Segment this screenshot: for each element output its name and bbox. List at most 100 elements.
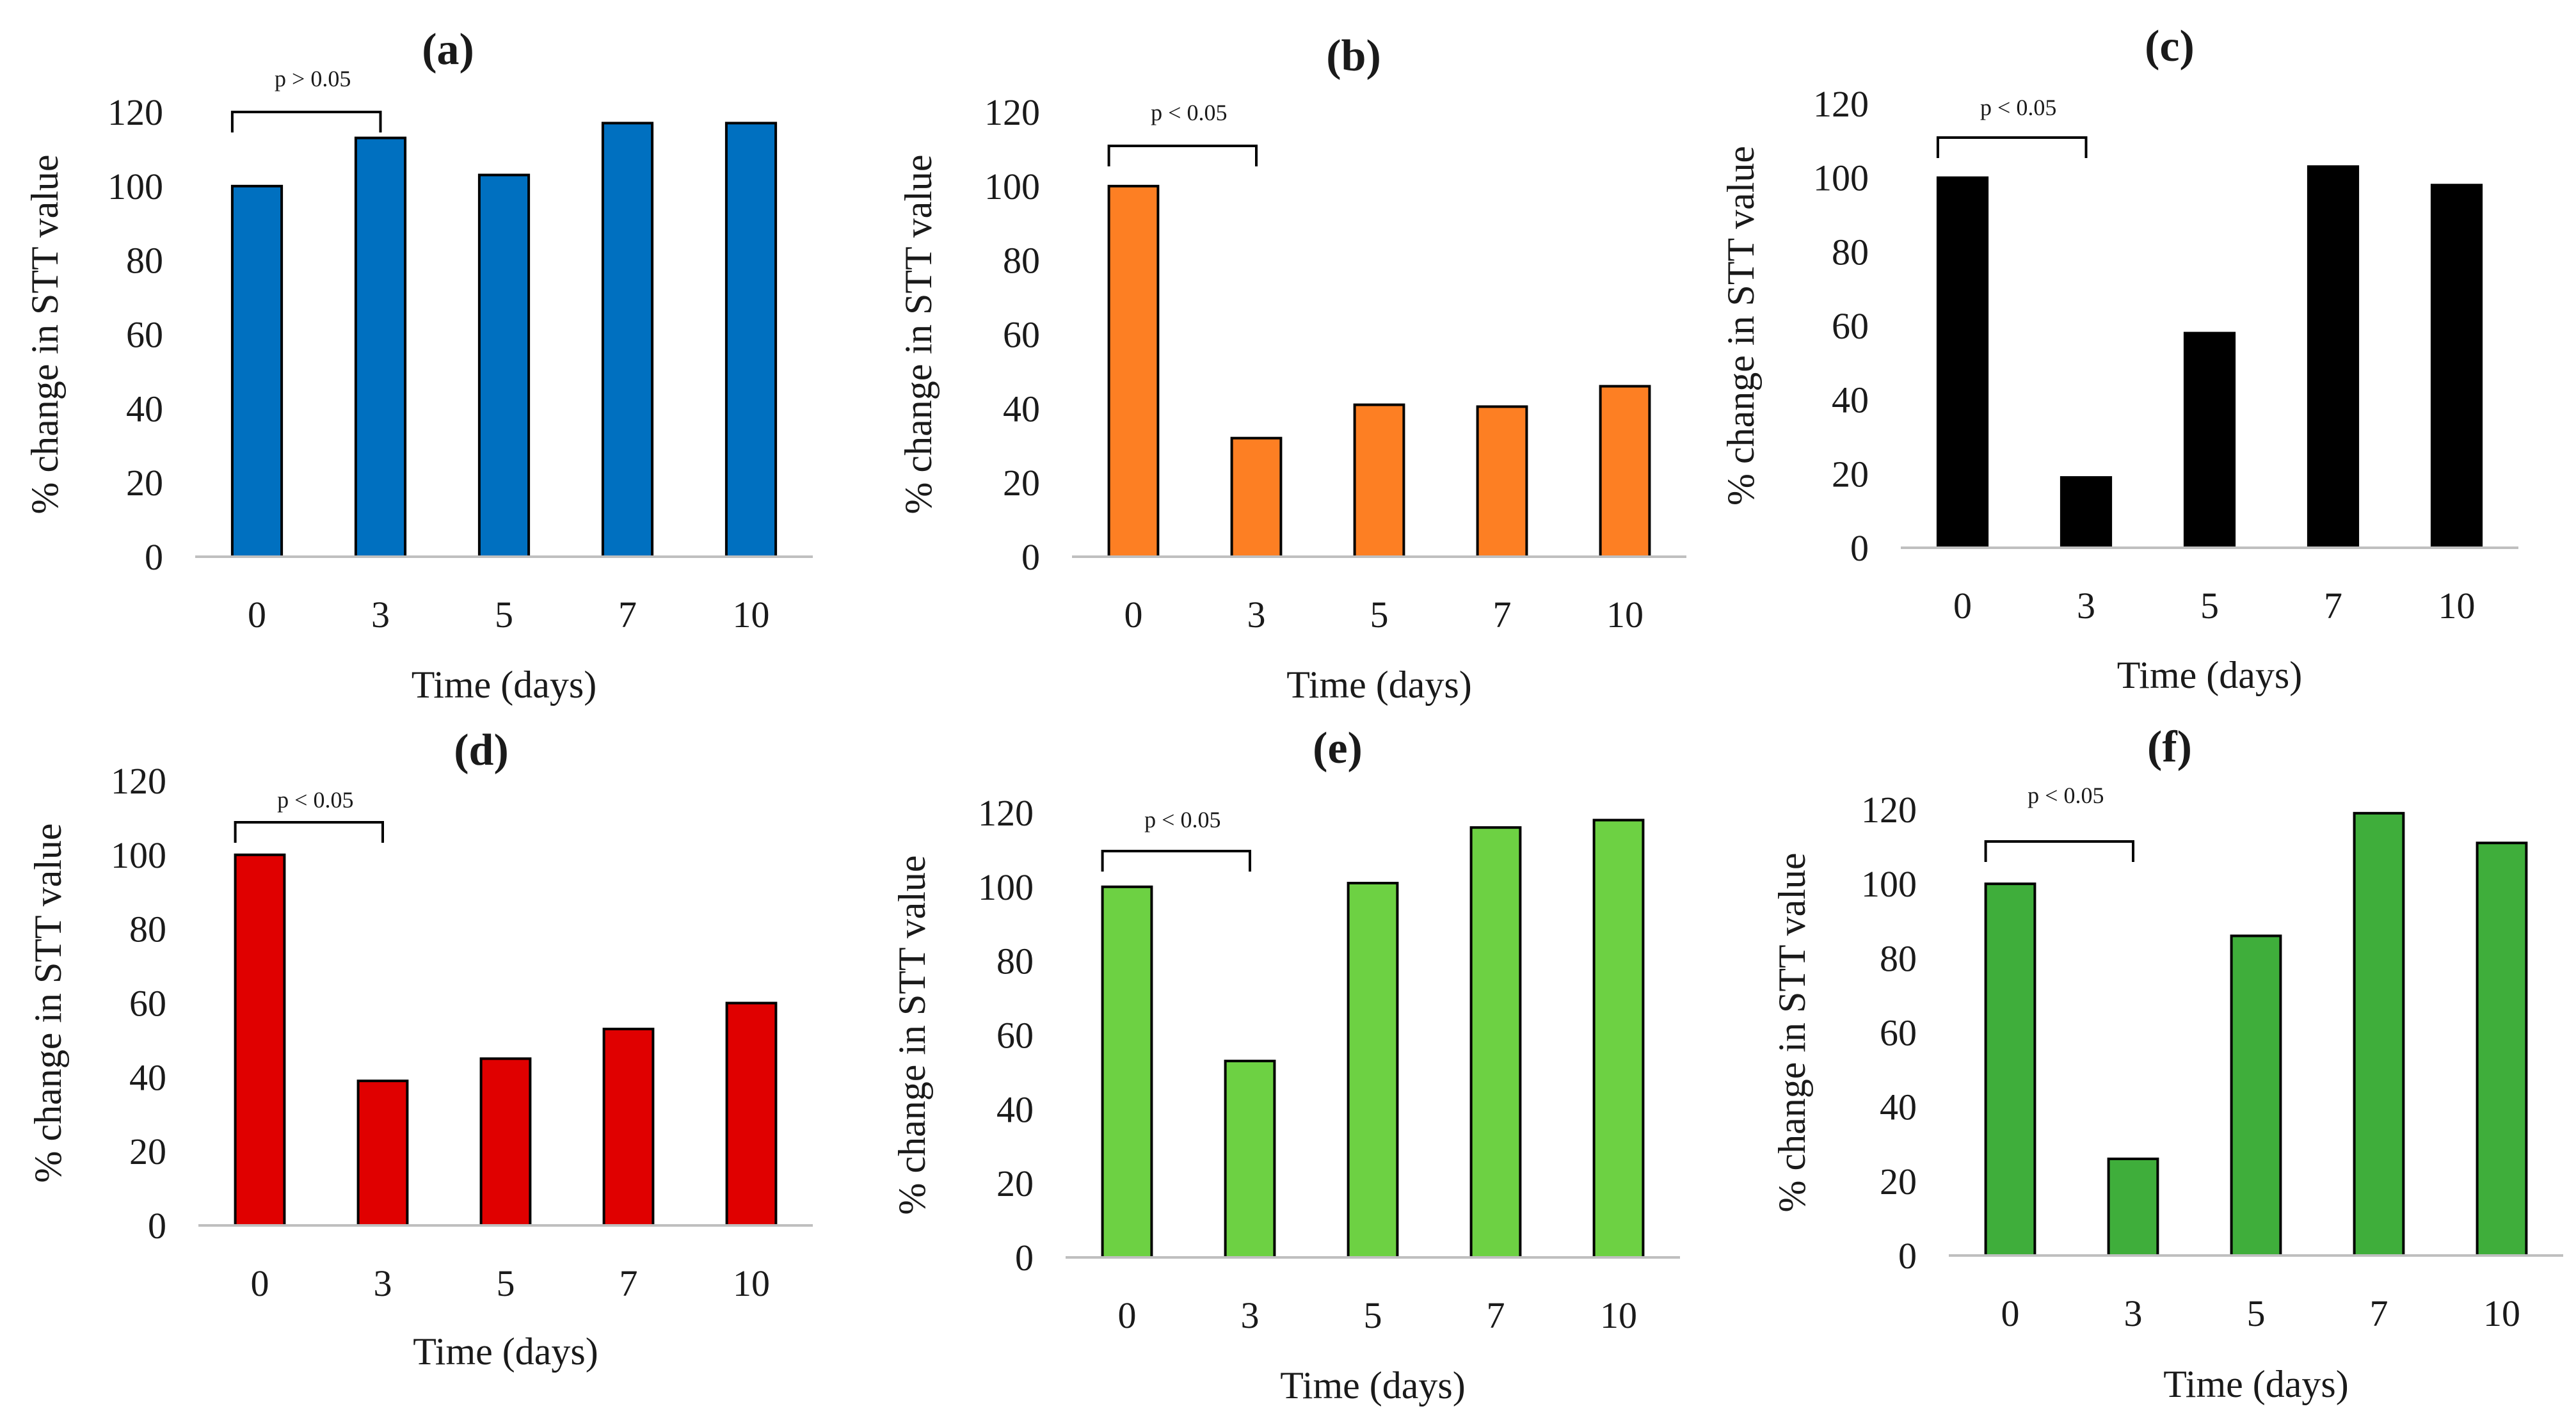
bar bbox=[601, 122, 654, 558]
y-tick-label: 120 bbox=[978, 792, 1034, 834]
x-tick-label: 3 bbox=[371, 594, 390, 635]
x-axis-title: Time (days) bbox=[2163, 1363, 2348, 1405]
y-tick-label: 40 bbox=[1880, 1087, 1917, 1128]
significance-bracket bbox=[234, 821, 384, 843]
x-axis-title: Time (days) bbox=[2117, 654, 2302, 696]
y-tick-label: 80 bbox=[126, 240, 163, 282]
x-tick-label: 7 bbox=[1493, 594, 1512, 635]
x-tick-label: 5 bbox=[1364, 1295, 1382, 1336]
y-tick-label: 0 bbox=[1850, 527, 1869, 569]
chart-panel: (f) 0 20 40 60 80 100 120 0 3 5 7 10 Time (days) % cha… bbox=[1771, 722, 2563, 1405]
y-tick-label: 0 bbox=[1015, 1237, 1034, 1279]
bar bbox=[230, 184, 284, 559]
y-tick-label: 120 bbox=[1861, 789, 1917, 831]
x-tick-label: 10 bbox=[733, 1263, 770, 1304]
panel-label: (e) bbox=[1313, 724, 1363, 773]
bar bbox=[2476, 841, 2528, 1257]
panel-label: (b) bbox=[1326, 31, 1381, 81]
p-value-annotation: p < 0.05 bbox=[1151, 100, 1227, 125]
bar bbox=[354, 136, 407, 558]
y-tick-label: 40 bbox=[1003, 388, 1040, 429]
y-tick-label: 120 bbox=[984, 92, 1040, 133]
chart-panel: (e) 0 20 40 60 80 100 120 0 3 5 7 10 Time (days) % cha… bbox=[891, 724, 1680, 1407]
bar bbox=[1599, 385, 1651, 558]
bar bbox=[356, 1080, 409, 1227]
x-tick-label: 3 bbox=[2077, 585, 2095, 626]
y-tick-label: 60 bbox=[1003, 314, 1040, 356]
y-tick-label: 60 bbox=[1880, 1012, 1917, 1054]
panel-label: (f) bbox=[2147, 722, 2192, 772]
significance-bracket bbox=[230, 111, 382, 132]
bar bbox=[234, 853, 286, 1227]
x-tick-label: 5 bbox=[1370, 594, 1389, 635]
y-tick-label: 100 bbox=[1861, 863, 1917, 905]
x-tick-label: 10 bbox=[2438, 585, 2476, 626]
y-tick-label: 0 bbox=[1898, 1235, 1917, 1277]
x-tick-label: 3 bbox=[374, 1263, 392, 1304]
x-tick-label: 7 bbox=[620, 1263, 638, 1304]
y-tick-label: 80 bbox=[1832, 231, 1869, 273]
bar bbox=[2353, 811, 2405, 1257]
bar bbox=[1476, 405, 1528, 558]
bar bbox=[2230, 934, 2282, 1257]
x-axis-title: Time (days) bbox=[412, 664, 596, 706]
x-axis-title: Time (days) bbox=[1280, 1364, 1465, 1407]
p-value-annotation: p < 0.05 bbox=[1144, 807, 1220, 833]
bar bbox=[724, 122, 778, 558]
x-tick-label: 10 bbox=[2483, 1293, 2520, 1334]
x-tick-label: 7 bbox=[618, 594, 637, 635]
chart-panel: (c) 0 20 40 60 80 100 120 0 3 5 7 10 Time (days) % cha… bbox=[1720, 22, 2518, 696]
bar bbox=[725, 1001, 778, 1227]
y-tick-label: 60 bbox=[126, 314, 163, 356]
x-tick-label: 5 bbox=[495, 594, 513, 635]
x-tick-label: 5 bbox=[2247, 1293, 2266, 1334]
chart-panel: (a) 0 20 40 60 80 100 120 0 3 5 7 10 Time (days) % cha… bbox=[24, 25, 813, 706]
y-tick-label: 120 bbox=[1813, 83, 1869, 125]
significance-bracket bbox=[1101, 850, 1251, 872]
bar bbox=[1347, 882, 1399, 1259]
bar bbox=[477, 173, 531, 559]
y-tick-label: 100 bbox=[111, 834, 166, 876]
chart-panel: (d) 0 20 40 60 80 100 120 0 3 5 7 10 Time (days) % cha… bbox=[27, 726, 813, 1373]
y-axis-title: % change in STT value bbox=[27, 823, 69, 1183]
x-axis-title: Time (days) bbox=[413, 1330, 598, 1373]
y-tick-label: 80 bbox=[129, 909, 166, 950]
y-tick-label: 100 bbox=[984, 166, 1040, 207]
panel-label: (d) bbox=[454, 726, 509, 775]
x-tick-label: 7 bbox=[1487, 1295, 1505, 1336]
y-axis-title: % change in STT value bbox=[1771, 852, 1813, 1212]
bar bbox=[1101, 885, 1153, 1259]
x-tick-label: 0 bbox=[251, 1263, 269, 1304]
y-tick-label: 40 bbox=[129, 1056, 166, 1098]
y-tick-label: 40 bbox=[126, 388, 163, 429]
y-tick-label: 80 bbox=[1880, 937, 1917, 979]
y-tick-label: 20 bbox=[129, 1131, 166, 1172]
bar bbox=[1353, 403, 1405, 559]
significance-bracket bbox=[1984, 840, 2134, 862]
y-tick-label: 20 bbox=[1003, 462, 1040, 504]
y-axis-title: % change in STT value bbox=[891, 855, 933, 1215]
y-tick-label: 100 bbox=[108, 166, 163, 207]
y-axis-title: % change in STT value bbox=[1720, 146, 1762, 506]
bar bbox=[602, 1028, 655, 1227]
x-tick-label: 3 bbox=[2124, 1293, 2143, 1334]
chart-panel: (b) 0 20 40 60 80 100 120 0 3 5 7 10 Time (days) % cha… bbox=[897, 31, 1686, 706]
bar bbox=[1984, 882, 2036, 1257]
bar bbox=[1469, 826, 1522, 1259]
y-tick-label: 0 bbox=[148, 1205, 166, 1247]
x-tick-label: 10 bbox=[733, 594, 770, 635]
significance-bracket bbox=[1936, 136, 2088, 158]
y-tick-label: 20 bbox=[1832, 453, 1869, 495]
y-tick-label: 80 bbox=[1003, 240, 1040, 282]
significance-bracket bbox=[1107, 145, 1258, 166]
y-axis-title: % change in STT value bbox=[24, 154, 66, 514]
x-tick-label: 0 bbox=[1124, 594, 1143, 635]
x-tick-label: 3 bbox=[1241, 1295, 1260, 1336]
y-tick-label: 20 bbox=[126, 462, 163, 504]
x-tick-label: 7 bbox=[2324, 585, 2342, 626]
panel-label: (a) bbox=[422, 25, 474, 74]
bar bbox=[2107, 1157, 2159, 1257]
bar bbox=[1230, 436, 1283, 559]
bar bbox=[2060, 476, 2113, 549]
